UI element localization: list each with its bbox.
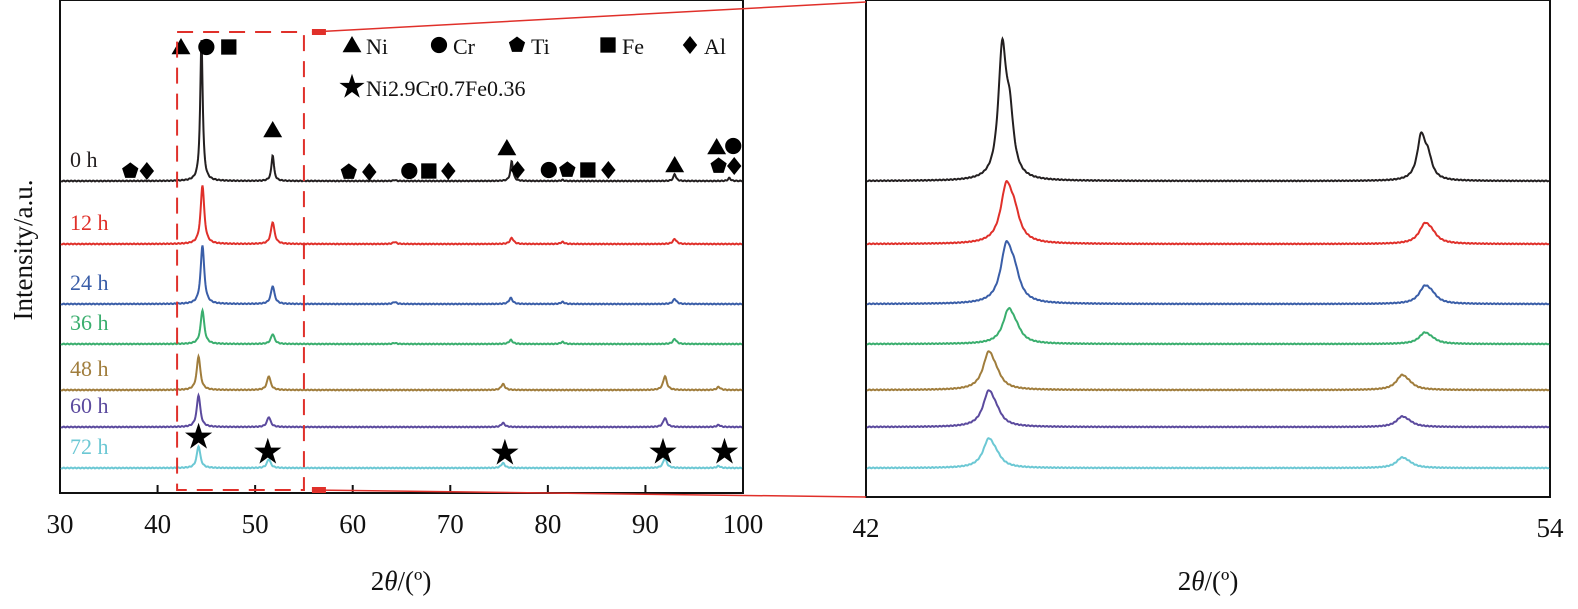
square-marker-icon (421, 163, 437, 179)
x-tick-label: 54 (1537, 513, 1565, 543)
x-tick-label: 50 (242, 509, 269, 539)
triangle-marker-icon (665, 156, 685, 173)
series-line-72h (60, 444, 743, 470)
series-line-60h (60, 392, 743, 429)
square-marker-icon (221, 39, 237, 55)
triangle-marker-icon (263, 121, 283, 138)
legend-label: Ni (366, 34, 388, 59)
zoom-box (176, 31, 305, 491)
series-line-12h (866, 179, 1550, 246)
diamond-marker-icon (441, 162, 456, 180)
series-label: 12 h (70, 210, 109, 235)
x-tick-label: 80 (534, 509, 561, 539)
series-line-72h (866, 437, 1550, 470)
x-tick-label: 40 (144, 509, 171, 539)
triangle-marker-icon (707, 138, 727, 155)
series-line-12h (60, 185, 743, 246)
connector-line-bottom (311, 489, 867, 498)
left-x-axis-label: 2θ/(º) (371, 566, 432, 596)
circle-marker-icon (198, 38, 215, 56)
x-tick-label: 60 (339, 509, 366, 539)
legend-circle-icon (430, 36, 448, 54)
x-tick-label: 100 (723, 509, 764, 539)
circle-marker-icon (540, 161, 557, 179)
diamond-marker-icon (510, 161, 525, 179)
zoom-indicator (176, 1, 867, 498)
pentagon-marker-icon (340, 163, 357, 179)
diamond-marker-icon (362, 163, 377, 181)
square-marker-icon (580, 162, 596, 178)
star-marker-icon (254, 437, 282, 464)
x-tick-label: 30 (47, 509, 74, 539)
plot-frame (865, 0, 1551, 498)
y-axis-label: Intensity/a.u. (8, 180, 38, 321)
legend-label: Fe (622, 34, 644, 59)
star-marker-icon (649, 437, 677, 464)
diamond-marker-icon (139, 162, 155, 180)
legend-label: Ni2.9Cr0.7Fe0.36 (366, 76, 526, 101)
legend-label: Al (704, 34, 726, 59)
full-range-plot: 30 40 50 60 70 80 90 100 0 h 12 h 24 h 36 h 48 h 60 h… (47, 0, 764, 539)
circle-marker-icon (725, 137, 742, 155)
pentagon-marker-icon (559, 161, 576, 177)
series-line-24h (60, 245, 743, 306)
series-line-0h (866, 36, 1550, 183)
right-x-axis-label: 2θ/(º) (1178, 566, 1239, 596)
legend-pentagon-icon (508, 36, 526, 52)
series-line-36h (866, 306, 1550, 346)
diamond-marker-icon (727, 157, 742, 175)
series-label: 72 h (70, 434, 109, 459)
series-line-24h (866, 239, 1550, 306)
legend-triangle-icon (342, 36, 362, 53)
series-line-36h (60, 307, 743, 346)
star-marker-icon (710, 437, 739, 464)
x-tick-label: 42 (853, 513, 880, 543)
series-label: 48 h (70, 356, 109, 381)
legend-square-icon (600, 37, 616, 53)
triangle-marker-icon (171, 38, 191, 55)
pentagon-marker-icon (710, 157, 727, 173)
plot-frame (59, 0, 744, 494)
series-line-48h (60, 353, 743, 392)
diamond-marker-icon (601, 161, 616, 179)
legend-star-icon (339, 73, 365, 98)
triangle-marker-icon (497, 139, 517, 156)
series-line-60h (866, 389, 1550, 429)
legend-label: Cr (453, 34, 476, 59)
pentagon-marker-icon (122, 162, 139, 178)
series-label: 0 h (70, 147, 98, 172)
circle-marker-icon (401, 162, 418, 180)
zoomed-plot: 42 54 (853, 0, 1565, 543)
series-label: 24 h (70, 270, 109, 295)
series-label: 60 h (70, 393, 109, 418)
connector-line-top (311, 1, 867, 33)
connector-marker (311, 29, 326, 35)
star-marker-icon (491, 438, 519, 465)
connector-marker (311, 487, 326, 493)
x-tick-label: 70 (437, 509, 464, 539)
star-marker-icon (185, 422, 213, 449)
legend-label: Ti (531, 34, 550, 59)
legend-diamond-icon (682, 36, 698, 54)
series-label: 36 h (70, 310, 109, 335)
series-line-0h (60, 40, 743, 183)
series-line-48h (866, 350, 1550, 392)
x-tick-label: 90 (632, 509, 659, 539)
